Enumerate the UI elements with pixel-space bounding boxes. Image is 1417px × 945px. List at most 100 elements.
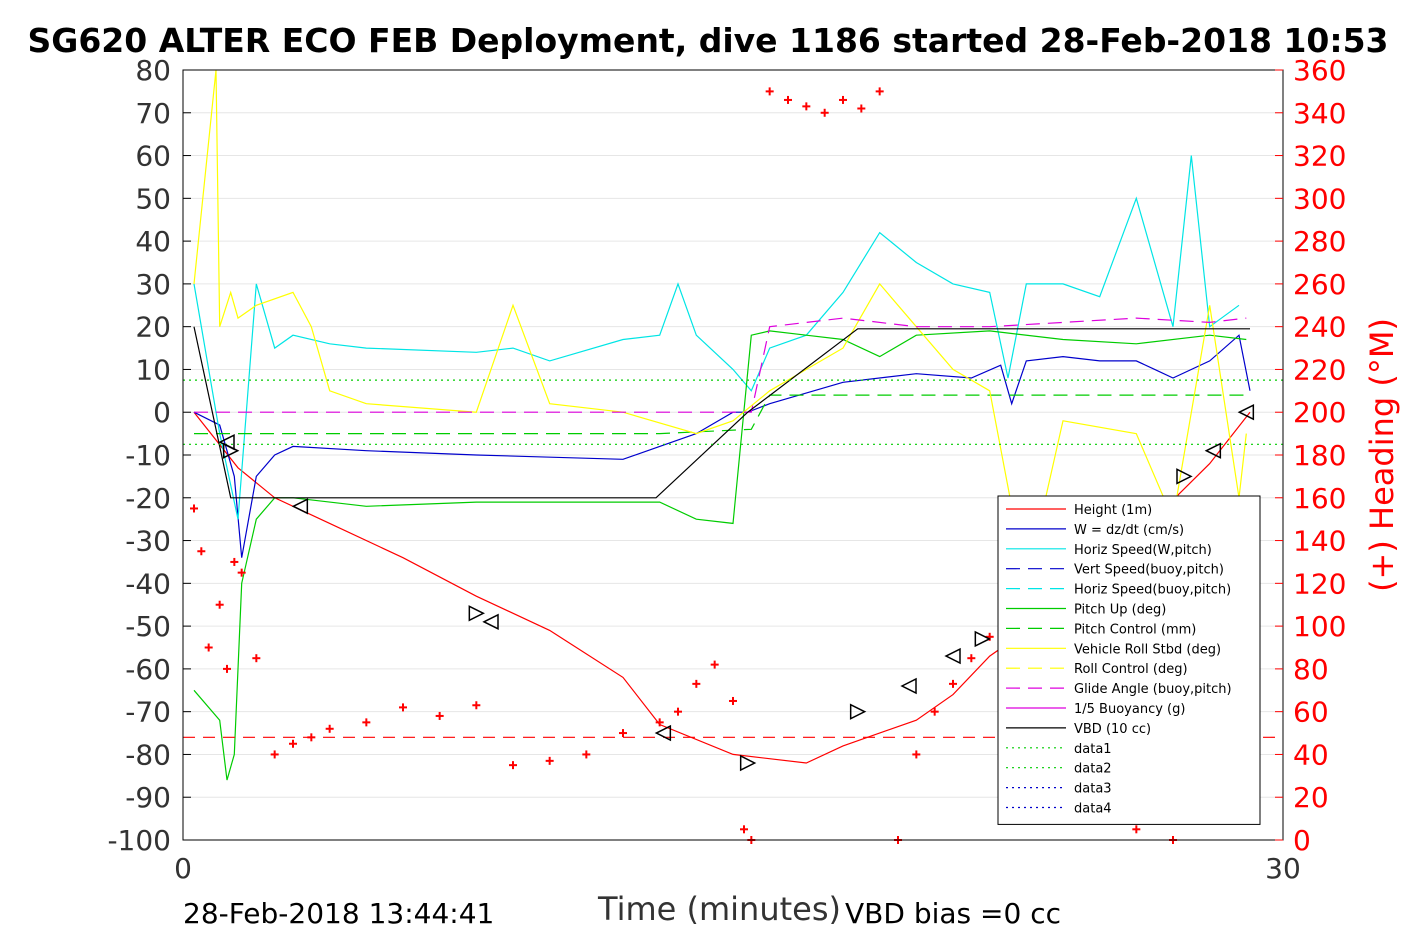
heading-marker <box>967 654 976 663</box>
y-right-tick-label: 0 <box>1293 824 1311 857</box>
series-pitch-control-mm <box>194 394 1247 435</box>
chart-title: SG620 ALTER ECO FEB Deployment, dive 118… <box>27 21 1388 60</box>
y-tick-label: 50 <box>135 182 171 215</box>
legend-label: W = dz/dt (cm/s) <box>1074 523 1184 538</box>
triangle-marker <box>849 703 867 720</box>
y-right-tick-label: 200 <box>1293 396 1346 429</box>
y-right-tick-label: 140 <box>1293 525 1346 558</box>
right-y-ticks: 3603403203002802602402202001801601401201… <box>1275 54 1346 857</box>
heading-marker <box>215 600 224 609</box>
x-tick-label: 30 <box>1265 852 1301 885</box>
y-tick-label: -100 <box>107 824 171 857</box>
x-tick-label: 0 <box>174 852 192 885</box>
legend-item: Horiz Speed(W,pitch) <box>1006 543 1212 558</box>
y-right-tick-label: 240 <box>1293 311 1346 344</box>
legend-label: Pitch Up (deg) <box>1074 603 1166 618</box>
y-tick-label: 10 <box>135 353 171 386</box>
legend-label: Glide Angle (buoy,pitch) <box>1074 682 1232 697</box>
legend-item: Height (1m) <box>1006 503 1152 518</box>
legend-item: data3 <box>1006 782 1112 797</box>
series-pitch-up-deg <box>193 330 1247 781</box>
y-tick-label: 20 <box>135 311 171 344</box>
heading-marker <box>740 825 748 834</box>
legend: Height (1m) W = dz/dt (cm/s) Horiz Speed(W… <box>997 495 1261 825</box>
heading-marker <box>223 664 231 673</box>
series-w-dz-dt-cm-s <box>193 334 1251 558</box>
y-tick-label: -60 <box>125 653 171 686</box>
heading-marker <box>765 87 774 96</box>
y-right-tick-label: 280 <box>1293 225 1346 258</box>
triangle-marker <box>291 498 309 515</box>
heading-marker <box>289 739 297 748</box>
y-right-tick-label: 60 <box>1293 696 1329 729</box>
y-tick-label: 80 <box>135 54 171 87</box>
triangle-marker <box>654 724 672 742</box>
heading-marker <box>857 104 866 113</box>
heading-marker <box>655 718 664 727</box>
y-right-tick-label: 160 <box>1293 482 1346 515</box>
y-tick-label: 0 <box>153 396 171 429</box>
legend-label: Vehicle Roll Stbd (deg) <box>1074 642 1221 657</box>
legend-item: data1 <box>1006 742 1112 757</box>
heading-marker <box>839 95 847 104</box>
legend-item: Vert Speed(buoy,pitch) <box>1006 563 1224 578</box>
heading-marker <box>230 557 239 566</box>
legend-item: Horiz Speed(buoy,pitch) <box>1006 583 1231 598</box>
triangle-marker <box>482 613 499 631</box>
y-right-tick-label: 340 <box>1293 97 1346 130</box>
y-tick-label: 60 <box>135 140 171 173</box>
series-horiz-speed-w-pitch <box>193 155 1240 520</box>
legend-item: Vehicle Roll Stbd (deg) <box>1006 642 1221 657</box>
y-right-tick-label: 320 <box>1293 140 1346 173</box>
heading-marker <box>912 750 921 759</box>
heading-marker <box>710 660 719 669</box>
triangle-marker <box>900 677 917 695</box>
legend-label: data2 <box>1074 762 1112 777</box>
left-y-ticks: 80 70 60 50 40 30 20 10 0 -10 -20 -30 -40 -50 -60 -70 -8… <box>107 54 191 857</box>
heading-marker <box>307 733 316 742</box>
heading-marker <box>204 643 213 652</box>
legend-label: Pitch Control (mm) <box>1074 622 1196 637</box>
triangle-marker <box>1237 404 1255 421</box>
triangle-marker <box>739 754 757 772</box>
heading-marker <box>802 102 811 111</box>
legend-label: data4 <box>1074 802 1112 817</box>
y-right-tick-label: 20 <box>1293 781 1329 814</box>
y-right-tick-label: 360 <box>1293 54 1346 87</box>
legend-label: Horiz Speed(W,pitch) <box>1074 543 1212 558</box>
y-tick-label: 30 <box>135 268 171 301</box>
legend-item: W = dz/dt (cm/s) <box>1006 523 1184 538</box>
series-vehicle-roll-stbd-deg <box>193 70 1247 584</box>
heading-marker <box>820 108 829 117</box>
triangle-marker <box>468 605 486 622</box>
legend-label: Height (1m) <box>1074 503 1152 518</box>
legend-item: data2 <box>1006 762 1112 777</box>
legend-box <box>997 495 1261 825</box>
legend-label: Vert Speed(buoy,pitch) <box>1074 563 1224 578</box>
heading-marker <box>237 568 246 577</box>
triangle-marker <box>1204 442 1222 459</box>
heading-marker <box>545 756 554 765</box>
x-ticks: 0 30 <box>174 852 1301 885</box>
heading-marker <box>270 750 279 759</box>
heading-marker <box>509 761 517 770</box>
heading-marker <box>582 750 591 759</box>
vbd-bias-text: VBD bias =0 cc <box>845 897 1061 930</box>
footer-date: 28-Feb-2018 13:44:41 <box>183 897 495 930</box>
series-glide-angle-buoy-pitch <box>194 317 1247 413</box>
legend-item: Pitch Control (mm) <box>1006 622 1196 637</box>
right-y-axis-label: (+) Heading (°M) <box>1363 318 1401 592</box>
heading-marker <box>1132 825 1141 834</box>
legend-item: Roll Control (deg) <box>1006 662 1188 677</box>
legend-label: Roll Control (deg) <box>1074 662 1188 677</box>
y-right-tick-label: 120 <box>1293 567 1346 600</box>
x-axis-label: Time (minutes) <box>598 890 841 928</box>
heading-marker <box>930 707 939 716</box>
triangle-marker <box>222 442 240 459</box>
heading-marker <box>949 679 957 688</box>
series-vbd-10-cc <box>193 326 1250 499</box>
y-tick-label: -90 <box>125 781 171 814</box>
heading-marker <box>190 504 198 513</box>
heading-marker <box>674 707 682 716</box>
